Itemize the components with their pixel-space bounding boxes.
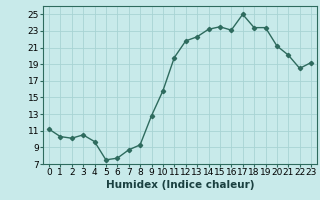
X-axis label: Humidex (Indice chaleur): Humidex (Indice chaleur) [106,180,254,190]
